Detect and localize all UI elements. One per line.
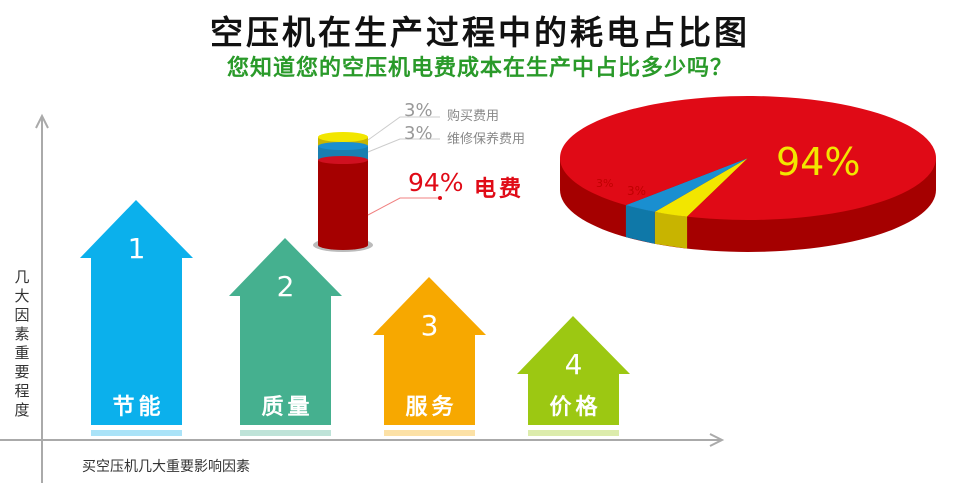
arrow-reflection [528, 430, 619, 436]
legend-label-purchase: 购买费用 [447, 109, 500, 124]
arrow-3 [373, 277, 486, 425]
page-subtitle: 您知道您的空压机电费成本在生产中占比多少吗？ [226, 56, 733, 81]
legend-value-purchase: 3% [404, 100, 433, 121]
legend-value-electricity: 94% [408, 168, 464, 197]
legend-value-maintenance: 3% [404, 123, 433, 144]
pie-slice-1 [654, 158, 748, 217]
pie-side-slice [625, 205, 655, 244]
arrow-reflection [384, 430, 475, 436]
page-title: 空压机在生产过程中的耗电占比图 [210, 13, 750, 52]
pie-side-slice [654, 211, 688, 249]
arrow-2 [229, 238, 342, 425]
arrow-1 [80, 200, 193, 425]
arrow-number: 1 [127, 232, 146, 265]
arrow-4 [517, 316, 630, 425]
arrow-label: 价格 [549, 395, 602, 420]
cylinder [313, 116, 442, 252]
pie-slice-2 [625, 158, 748, 212]
pie-label-purchase: 3% [596, 177, 614, 190]
arrow-number: 2 [276, 270, 295, 303]
pie-slice-3 [559, 95, 936, 220]
x-axis-label: 买空压机几大重要影响因素 [82, 459, 250, 475]
arrow-label: 节能 [112, 395, 165, 420]
legend-label-maintenance: 维修保养费用 [447, 132, 526, 147]
pie-label-electricity: 94% [776, 140, 861, 184]
arrow-label: 服务 [405, 395, 458, 420]
arrow-label: 质量 [261, 395, 314, 420]
x-axis [0, 433, 725, 447]
arrow-number: 3 [420, 309, 439, 342]
y-axis-label: 几大因素重要程度 [14, 268, 30, 419]
arrow-number: 4 [564, 348, 583, 381]
pie-label-maintenance: 3% [627, 184, 647, 198]
arrow-reflection [240, 430, 331, 436]
arrow-reflection [91, 430, 182, 436]
pie-chart [559, 95, 936, 252]
y-axis [35, 113, 49, 483]
legend-label-electricity: 电费 [474, 177, 525, 202]
